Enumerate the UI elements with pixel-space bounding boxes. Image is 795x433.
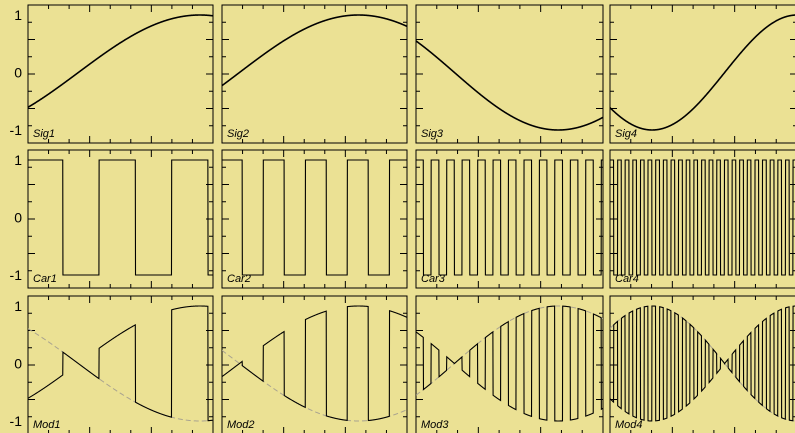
tick-marks [28, 5, 213, 143]
envelope-line-mod1 [28, 328, 213, 422]
panel-frame [609, 149, 795, 289]
y-tick-label: -1 [10, 267, 23, 283]
panel-label: Car3 [421, 273, 446, 285]
panel-frame [27, 4, 214, 144]
panel-grid: Sig1 Sig2 Sig3 Sig4 Car1 Car2 Car3 Car4 Mod1 Mod2… [27, 4, 795, 433]
tick-marks [610, 5, 795, 143]
series-line-mod4 [610, 305, 795, 422]
series-line-mod3 [416, 305, 603, 422]
y-tick-label: -1 [10, 122, 23, 138]
y-tick-label: 1 [14, 152, 22, 168]
panel-label: Sig2 [227, 128, 249, 140]
y-tick-label: 1 [14, 7, 22, 23]
panel-mod1: Mod1 [27, 295, 214, 433]
panel-frame [415, 295, 604, 433]
y-tick-label: -1 [10, 413, 23, 429]
panel-label: Mod3 [421, 419, 449, 431]
series-line-car4 [610, 159, 795, 276]
tick-marks [416, 296, 603, 433]
tick-marks [610, 296, 795, 433]
tick-marks [222, 150, 407, 288]
series-line-car2 [222, 159, 407, 276]
panel-sig1: Sig1 [27, 4, 214, 144]
panel-label: Mod4 [615, 419, 643, 431]
series-line-car1 [28, 159, 213, 276]
panel-label: Sig4 [615, 128, 637, 140]
y-axis-labels: 1 0 -1 1 0 -1 1 0 -1 [10, 7, 23, 429]
panel-frame [221, 4, 408, 144]
y-tick-label: 0 [14, 356, 22, 372]
y-tick-label: 1 [14, 298, 22, 314]
panel-frame [609, 295, 795, 433]
tick-marks [28, 150, 213, 288]
panel-label: Car1 [33, 273, 57, 285]
panel-sig2: Sig2 [221, 4, 408, 144]
panel-frame [415, 4, 604, 144]
panel-frame [27, 295, 214, 433]
tick-marks [222, 296, 407, 433]
series-line-sig1 [28, 14, 213, 108]
panel-label: Car2 [227, 273, 251, 285]
panel-car1: Car1 [27, 149, 214, 289]
panel-frame [221, 149, 408, 289]
panel-label: Sig3 [421, 128, 444, 140]
tick-marks [610, 150, 795, 288]
panel-car3: Car3 [415, 149, 604, 289]
panel-label: Mod1 [33, 419, 61, 431]
tick-marks [416, 150, 603, 288]
panel-frame [415, 149, 604, 289]
series-line-sig3 [416, 40, 603, 131]
panel-sig4: Sig4 [609, 4, 795, 144]
panel-frame [221, 295, 408, 433]
envelope-line-mod3 [416, 305, 603, 396]
tick-marks [416, 5, 603, 143]
panel-mod3: Mod3 [415, 295, 604, 433]
series-line-car3 [416, 159, 603, 276]
panel-car2: Car2 [221, 149, 408, 289]
panel-sig3: Sig3 [415, 4, 604, 144]
y-tick-label: 0 [14, 65, 22, 81]
panel-car4: Car4 [609, 149, 795, 289]
series-line-mod1 [28, 305, 213, 422]
series-line-mod2 [222, 305, 407, 422]
panel-label: Mod2 [227, 419, 255, 431]
tick-marks [222, 5, 407, 143]
envelope-line-mod2 [222, 349, 407, 422]
panel-label: Sig1 [33, 128, 55, 140]
series-line-sig2 [222, 14, 407, 87]
y-tick-label: 0 [14, 210, 22, 226]
panel-frame [27, 149, 214, 289]
panel-mod4: Mod4 [609, 295, 795, 433]
tick-marks [28, 296, 213, 433]
panel-label: Car4 [615, 273, 639, 285]
series-line-sig4 [610, 14, 795, 131]
panel-mod2: Mod2 [221, 295, 408, 433]
envelope-line-mod4 [610, 305, 795, 422]
